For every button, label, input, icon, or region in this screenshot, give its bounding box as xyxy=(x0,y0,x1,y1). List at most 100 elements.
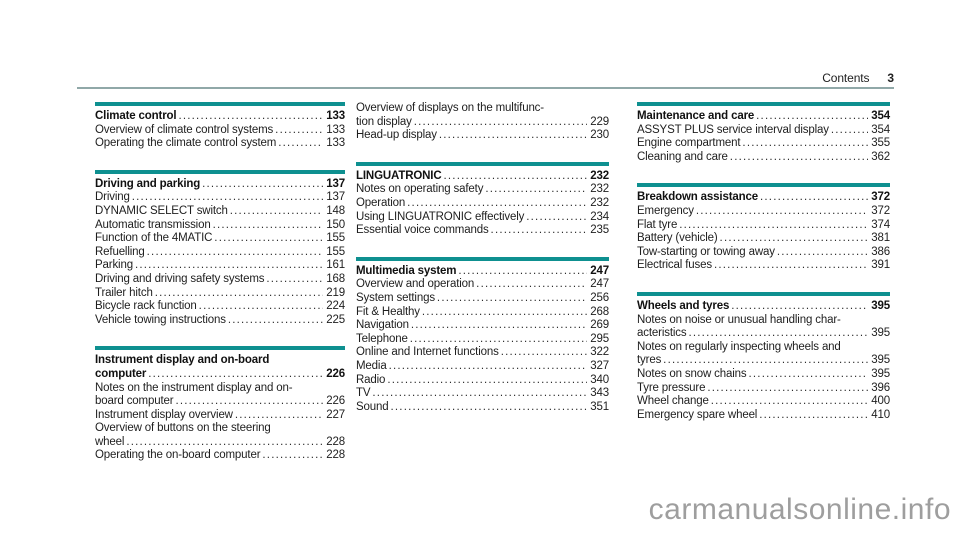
toc-entry-row: Cleaning and care.......................… xyxy=(637,151,890,165)
toc-entry: Electrical fuses........................… xyxy=(637,259,890,273)
toc-entry-label: Vehicle towing instructions xyxy=(95,313,226,326)
toc-entry-row: Notes on snow chains....................… xyxy=(637,368,890,382)
dot-leader: ........................................… xyxy=(266,272,324,285)
toc-entry: Online and Internet functions...........… xyxy=(356,346,609,360)
dot-leader: ........................................… xyxy=(713,259,869,272)
toc-entry-label: Battery (vehicle) xyxy=(637,232,718,245)
toc-entry-label: Automatic transmission xyxy=(95,218,211,231)
toc-entry-page-number: 226 xyxy=(326,395,345,408)
toc-entry-row: Operating the on-board computer.........… xyxy=(95,449,345,463)
toc-section-title: Driving and parking.....................… xyxy=(95,178,345,192)
toc-entry-label: Function of the 4MATIC xyxy=(95,232,213,245)
toc-entry-row: Tyre pressure...........................… xyxy=(637,382,890,396)
toc-entry-page-number: 133 xyxy=(326,110,345,122)
toc-entry-page-number: 362 xyxy=(871,150,890,163)
toc-section-title: Instrument display and on-board computer.… xyxy=(95,354,345,381)
dot-leader: ........................................… xyxy=(742,137,868,150)
dot-leader: ........................................… xyxy=(731,299,868,312)
dot-leader: ........................................… xyxy=(729,150,868,163)
toc-entry-row: Climate control.........................… xyxy=(95,110,345,124)
toc-entry: Overview and operation..................… xyxy=(356,278,609,292)
dot-leader: ........................................… xyxy=(719,232,869,245)
toc-entry-page-number: 391 xyxy=(871,259,890,272)
section-divider-bar xyxy=(637,183,890,188)
dot-leader: ........................................… xyxy=(679,218,869,231)
dot-leader: ........................................… xyxy=(178,110,324,122)
dot-leader: ........................................… xyxy=(748,367,869,380)
toc-entry-row: Wheels and tyres........................… xyxy=(637,300,890,314)
toc-entry-label: Notes on operating safety xyxy=(356,183,484,196)
toc-entry-row: Head-up display.........................… xyxy=(356,129,609,143)
dot-leader: ........................................… xyxy=(388,359,588,372)
toc-entry: Radio...................................… xyxy=(356,374,609,388)
toc-entry: Media...................................… xyxy=(356,360,609,374)
toc-entry-label: Driving and parking xyxy=(95,177,201,190)
toc-entry: Automatic transmission..................… xyxy=(95,219,345,233)
toc-entry-row: Sound...................................… xyxy=(356,401,609,415)
toc-entry: Vehicle towing instructions.............… xyxy=(95,314,345,328)
toc-entry-label: Tyre pressure xyxy=(637,381,706,394)
toc-entry-label: Climate control xyxy=(95,110,177,122)
toc-entry-page-number: 137 xyxy=(326,177,345,190)
toc-entry-page-number: 395 xyxy=(871,367,890,380)
toc-entry-label: LINGUATRONIC xyxy=(356,169,442,182)
toc-entry-label: Tow-starting or towing away xyxy=(637,245,775,258)
dot-leader: ........................................… xyxy=(214,232,323,245)
toc-entry-label: Essential voice commands xyxy=(356,224,489,237)
toc-entry-page-number: 230 xyxy=(590,129,609,142)
toc-entry-label: Wheels and tyres xyxy=(637,299,730,312)
section-divider-bar xyxy=(95,169,345,174)
toc-entry-label: Flat tyre xyxy=(637,218,678,231)
toc-entry: DYNAMIC SELECT switch...................… xyxy=(95,205,345,219)
toc-entry-row: Vehicle towing instructions.............… xyxy=(95,314,345,328)
toc-entry-page-number: 410 xyxy=(871,408,890,421)
toc-entry-label: System settings xyxy=(356,291,435,304)
watermark: carmanualsonline.info xyxy=(648,493,951,526)
toc-entry-page-number: 400 xyxy=(871,395,890,408)
toc-entry: Essential voice commands................… xyxy=(356,224,609,238)
toc-entry-row: Instrument display overview.............… xyxy=(95,409,345,423)
toc-entry-row: ASSYST PLUS service interval display....… xyxy=(637,124,890,138)
toc-entry-page-number: 295 xyxy=(590,332,609,345)
toc-entry: Battery (vehicle).......................… xyxy=(637,232,890,246)
toc-entry-label: Sound xyxy=(356,400,389,413)
toc-entry-page-number: 327 xyxy=(590,359,609,372)
toc-entry-label: Breakdown assistance xyxy=(637,191,759,204)
toc-entry-row: Parking.................................… xyxy=(95,259,345,273)
toc-entry-page-number: 395 xyxy=(871,327,890,340)
toc-entry: Navigation..............................… xyxy=(356,319,609,333)
toc-entry: Notes on regularly inspecting wheels and… xyxy=(637,341,890,368)
toc-entry-row: Radio...................................… xyxy=(356,374,609,388)
dot-leader: ........................................… xyxy=(212,218,324,231)
toc-entry-label: Emergency xyxy=(637,204,694,217)
toc-entry-label: Cleaning and care xyxy=(637,150,728,163)
toc-entry-row: tyres...................................… xyxy=(637,354,890,368)
toc-entry-row: Trailer hitch...........................… xyxy=(95,287,345,301)
toc-column-2: Overview of displays on the multifunc-ti… xyxy=(356,102,609,414)
toc-entry: Flat tyre...............................… xyxy=(637,219,890,233)
toc-entry: Emergency spare wheel...................… xyxy=(637,409,890,423)
toc-entry-line: Notes on regularly inspecting wheels and xyxy=(637,340,841,353)
toc-entry-row: Automatic transmission..................… xyxy=(95,219,345,233)
dot-leader: ........................................… xyxy=(707,381,869,394)
section-divider-bar xyxy=(637,291,890,296)
toc-entry-label: Using LINGUATRONIC effectively xyxy=(356,210,525,223)
toc-entry-page-number: 235 xyxy=(590,224,609,237)
toc-entry-label: Maintenance and care xyxy=(637,110,755,122)
toc-section-title: LINGUATRONIC............................… xyxy=(356,170,609,184)
dot-leader: ........................................… xyxy=(663,354,868,367)
toc-entry-row: Function of the 4MATIC..................… xyxy=(95,232,345,246)
toc-entry-page-number: 355 xyxy=(871,137,890,150)
toc-entry-row: Tow-starting or towing away.............… xyxy=(637,246,890,260)
toc-entry-page-number: 228 xyxy=(326,435,345,448)
dot-leader: ........................................… xyxy=(234,408,323,421)
toc-entry-row: DYNAMIC SELECT switch...................… xyxy=(95,205,345,219)
toc-entry-row: LINGUATRONIC............................… xyxy=(356,170,609,184)
toc-entry-label: Media xyxy=(356,359,387,372)
dot-leader: ........................................… xyxy=(229,204,323,217)
page-header: Contents 3 xyxy=(77,71,894,85)
toc-entry-label: Fit & Healthy xyxy=(356,305,420,318)
toc-entry: Trailer hitch...........................… xyxy=(95,287,345,301)
toc-entry-label: acteristics xyxy=(637,327,687,340)
toc-entry: Overview of climate control systems.....… xyxy=(95,124,345,138)
